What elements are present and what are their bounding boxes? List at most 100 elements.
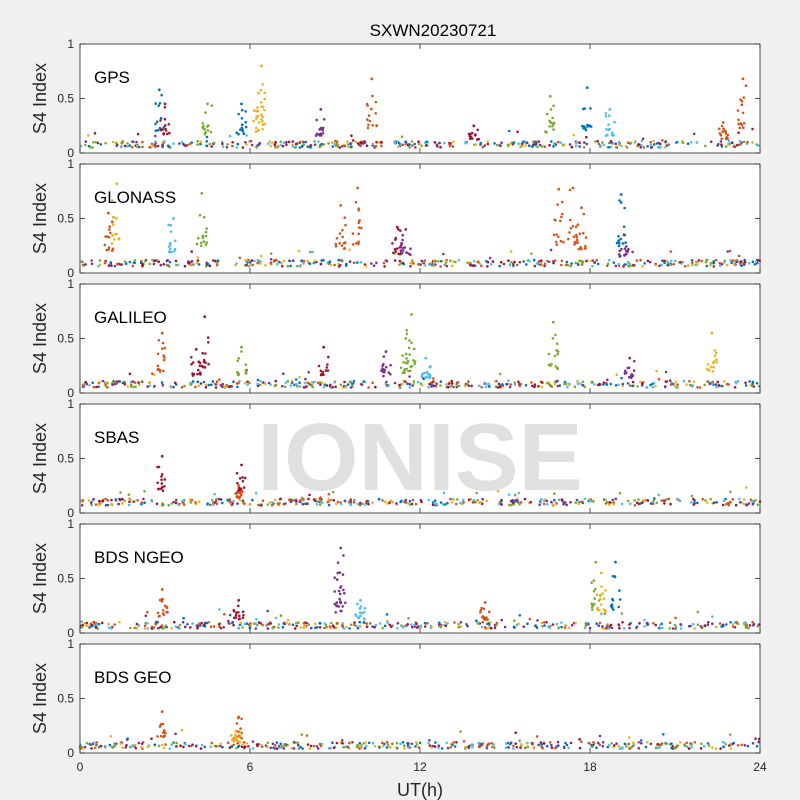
data-point bbox=[144, 621, 147, 625]
data-point bbox=[682, 379, 686, 383]
data-point bbox=[104, 497, 107, 501]
data-point bbox=[729, 500, 732, 504]
data-point bbox=[631, 741, 635, 744]
data-point bbox=[420, 500, 423, 504]
data-point bbox=[84, 140, 88, 143]
data-point bbox=[174, 625, 178, 628]
data-point bbox=[208, 264, 212, 268]
data-point bbox=[244, 372, 248, 375]
data-point bbox=[747, 502, 751, 505]
data-point bbox=[588, 626, 592, 630]
data-point bbox=[118, 497, 121, 501]
data-point bbox=[304, 502, 307, 506]
data-point bbox=[588, 498, 591, 501]
data-point bbox=[333, 142, 337, 146]
data-point bbox=[467, 380, 470, 383]
data-point bbox=[623, 742, 627, 746]
data-point bbox=[740, 743, 743, 747]
data-point bbox=[191, 361, 195, 364]
data-point bbox=[156, 144, 160, 148]
data-point bbox=[81, 260, 84, 264]
data-point bbox=[363, 747, 367, 750]
data-point bbox=[154, 140, 157, 143]
data-point bbox=[540, 621, 544, 625]
data-point bbox=[257, 503, 261, 507]
data-point bbox=[401, 741, 405, 744]
data-point bbox=[721, 121, 725, 124]
data-point bbox=[752, 385, 756, 388]
data-point bbox=[420, 375, 424, 379]
data-point bbox=[341, 624, 344, 627]
data-point bbox=[262, 381, 265, 384]
data-point bbox=[640, 139, 644, 143]
data-point bbox=[234, 613, 238, 617]
data-point bbox=[404, 352, 408, 356]
data-point bbox=[588, 742, 591, 745]
data-point bbox=[601, 592, 604, 595]
data-point bbox=[107, 248, 110, 251]
data-point bbox=[459, 621, 463, 624]
data-point bbox=[503, 625, 507, 629]
data-point bbox=[427, 741, 430, 745]
data-point bbox=[199, 241, 203, 245]
data-point bbox=[393, 381, 397, 385]
data-point bbox=[438, 624, 442, 628]
data-point bbox=[140, 745, 143, 749]
data-point bbox=[126, 385, 129, 388]
data-point bbox=[357, 207, 361, 210]
data-point bbox=[371, 625, 374, 628]
data-point bbox=[79, 144, 83, 148]
data-point bbox=[596, 262, 600, 266]
data-point bbox=[738, 126, 742, 130]
data-point bbox=[120, 263, 123, 267]
data-point bbox=[512, 141, 516, 144]
data-point bbox=[432, 380, 435, 383]
data-point bbox=[256, 378, 260, 382]
data-point bbox=[599, 144, 602, 147]
data-point bbox=[457, 258, 461, 262]
data-point bbox=[156, 128, 160, 132]
data-point bbox=[240, 345, 243, 349]
data-point bbox=[103, 243, 107, 247]
data-point bbox=[120, 141, 123, 145]
data-point bbox=[692, 132, 696, 136]
data-point bbox=[631, 374, 635, 378]
data-point bbox=[323, 622, 327, 625]
data-point bbox=[629, 746, 633, 749]
data-point bbox=[469, 136, 472, 139]
data-point bbox=[592, 741, 595, 744]
data-point bbox=[513, 493, 517, 497]
data-point bbox=[126, 737, 129, 740]
data-point bbox=[632, 369, 636, 372]
data-point bbox=[237, 357, 240, 360]
data-point bbox=[507, 493, 511, 497]
data-point bbox=[609, 604, 613, 608]
data-point bbox=[298, 381, 301, 385]
data-point bbox=[352, 379, 356, 383]
data-point bbox=[703, 383, 706, 387]
data-point bbox=[515, 745, 519, 749]
data-point bbox=[618, 598, 622, 601]
data-point bbox=[649, 140, 652, 144]
data-point bbox=[110, 220, 114, 223]
data-point bbox=[290, 747, 294, 750]
data-point bbox=[416, 380, 420, 384]
data-point bbox=[196, 256, 199, 259]
data-point bbox=[447, 382, 451, 386]
data-point bbox=[738, 497, 741, 501]
data-point bbox=[91, 621, 94, 624]
data-point bbox=[617, 623, 620, 626]
data-point bbox=[133, 261, 136, 265]
data-point bbox=[205, 135, 209, 139]
data-point bbox=[394, 236, 398, 240]
data-point bbox=[679, 260, 682, 264]
data-point bbox=[742, 263, 746, 266]
data-point bbox=[269, 252, 273, 255]
data-point bbox=[575, 142, 578, 145]
data-point bbox=[200, 192, 204, 195]
data-point bbox=[454, 260, 457, 264]
data-point bbox=[709, 365, 713, 369]
data-point bbox=[482, 607, 486, 611]
data-point bbox=[202, 240, 206, 243]
data-point bbox=[240, 102, 243, 106]
